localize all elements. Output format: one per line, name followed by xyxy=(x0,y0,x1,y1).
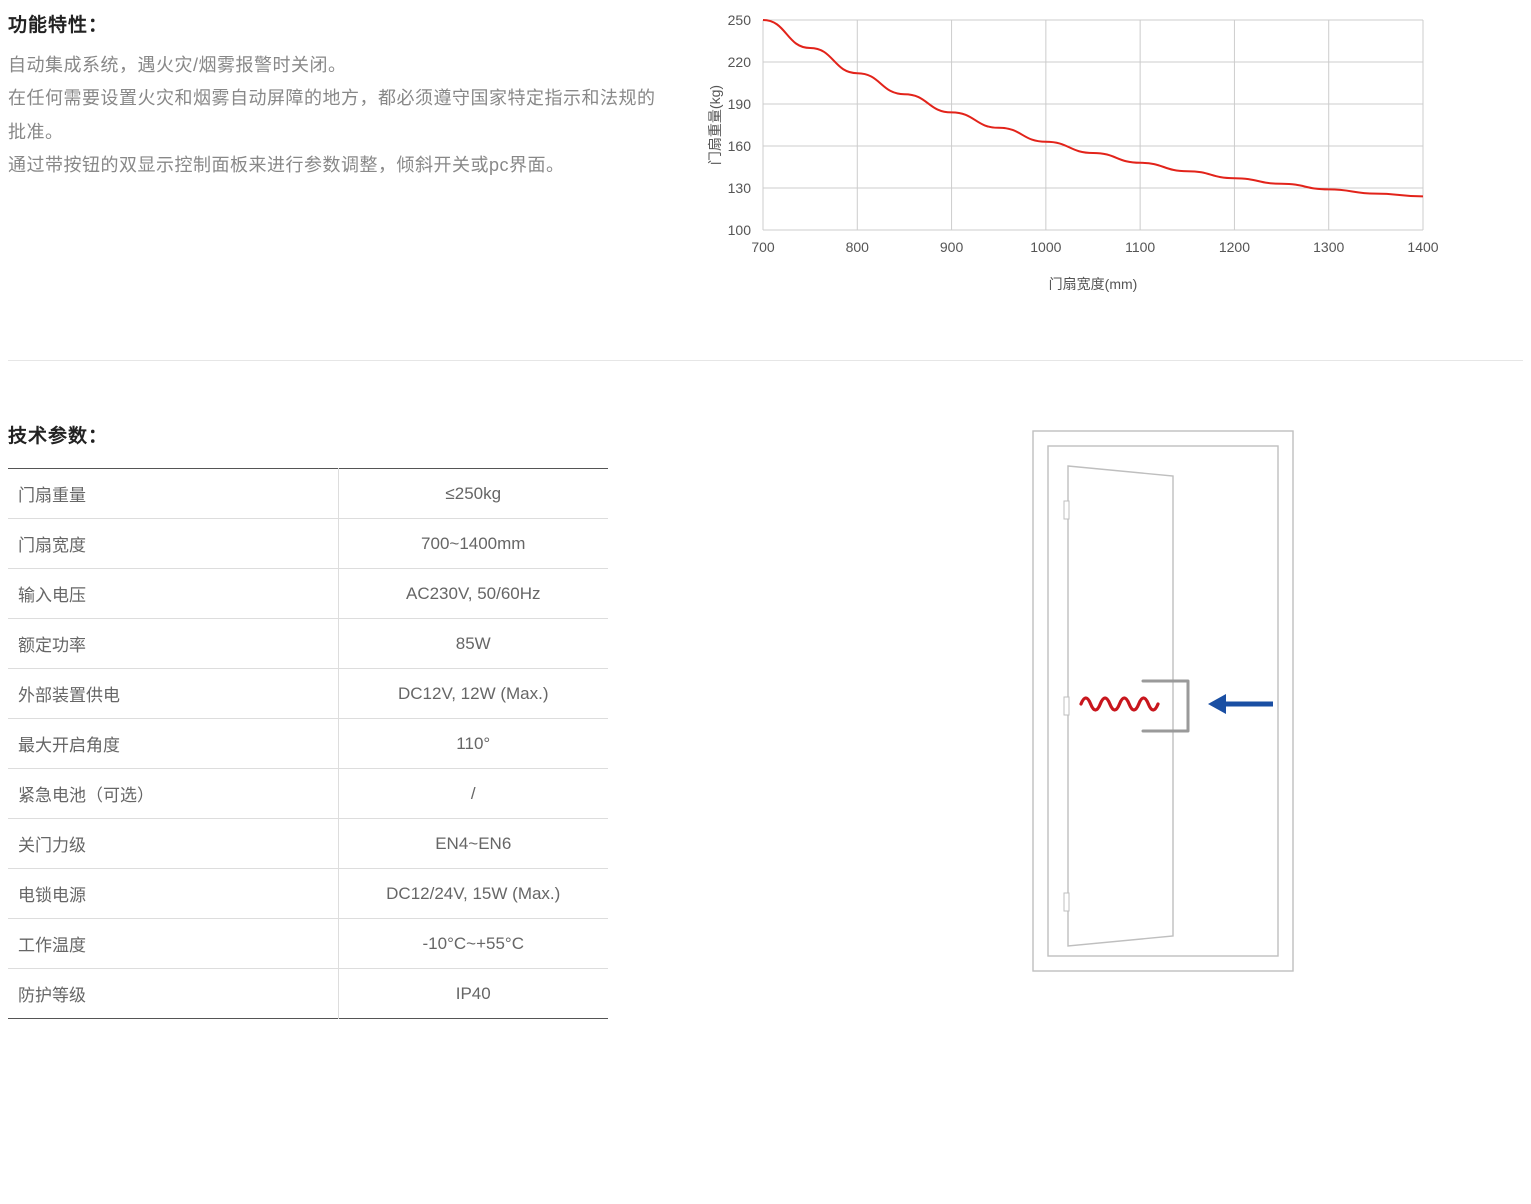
spec-value: 110° xyxy=(338,719,608,769)
table-row: 门扇宽度700~1400mm xyxy=(8,519,608,569)
door-svg xyxy=(1013,421,1313,981)
spec-value: DC12V, 12W (Max.) xyxy=(338,669,608,719)
spec-value: IP40 xyxy=(338,969,608,1019)
chart-y-axis-label: 门扇重量(kg) xyxy=(705,85,725,165)
spec-label: 关门力级 xyxy=(8,819,338,869)
svg-text:1000: 1000 xyxy=(1030,239,1061,255)
specs-table: 门扇重量≤250kg门扇宽度700~1400mm输入电压AC230V, 50/6… xyxy=(8,468,608,1019)
svg-text:1200: 1200 xyxy=(1219,239,1250,255)
spec-value: AC230V, 50/60Hz xyxy=(338,569,608,619)
svg-text:190: 190 xyxy=(728,96,752,112)
features-block: 功能特性： 自动集成系统，遇火灾/烟雾报警时关闭。在任何需要设置火灾和烟雾自动屏… xyxy=(8,10,668,182)
svg-text:800: 800 xyxy=(846,239,870,255)
weight-width-chart: 100 130 160 190 220 250 700 800 900 1000 1100 1200 1… xyxy=(713,10,1473,310)
spec-label: 紧急电池（可选） xyxy=(8,769,338,819)
chart-svg: 100 130 160 190 220 250 700 800 900 1000 1100 1200 1… xyxy=(713,10,1473,270)
svg-text:130: 130 xyxy=(728,180,752,196)
section-divider xyxy=(8,360,1523,361)
spec-label: 门扇重量 xyxy=(8,469,338,519)
svg-text:100: 100 xyxy=(728,222,752,238)
spec-label: 电锁电源 xyxy=(8,869,338,919)
spec-label: 工作温度 xyxy=(8,919,338,969)
svg-text:1300: 1300 xyxy=(1313,239,1344,255)
svg-text:700: 700 xyxy=(751,239,775,255)
table-row: 最大开启角度110° xyxy=(8,719,608,769)
chart-x-axis-label: 门扇宽度(mm) xyxy=(763,268,1423,294)
spec-label: 防护等级 xyxy=(8,969,338,1019)
table-row: 外部装置供电DC12V, 12W (Max.) xyxy=(8,669,608,719)
spec-label: 外部装置供电 xyxy=(8,669,338,719)
spec-value: / xyxy=(338,769,608,819)
spec-value: ≤250kg xyxy=(338,469,608,519)
features-text: 自动集成系统，遇火灾/烟雾报警时关闭。在任何需要设置火灾和烟雾自动屏障的地方，都… xyxy=(8,49,668,182)
table-row: 工作温度-10°C~+55°C xyxy=(8,919,608,969)
svg-text:1100: 1100 xyxy=(1125,239,1155,255)
table-row: 紧急电池（可选）/ xyxy=(8,769,608,819)
table-row: 门扇重量≤250kg xyxy=(8,469,608,519)
spec-value: 85W xyxy=(338,619,608,669)
table-row: 电锁电源DC12/24V, 15W (Max.) xyxy=(8,869,608,919)
spec-value: DC12/24V, 15W (Max.) xyxy=(338,869,608,919)
table-row: 关门力级EN4~EN6 xyxy=(8,819,608,869)
svg-text:220: 220 xyxy=(728,54,752,70)
spec-label: 最大开启角度 xyxy=(8,719,338,769)
spec-value: EN4~EN6 xyxy=(338,819,608,869)
door-diagram xyxy=(1013,421,1353,986)
table-row: 额定功率85W xyxy=(8,619,608,669)
spec-value: -10°C~+55°C xyxy=(338,919,608,969)
svg-text:1400: 1400 xyxy=(1407,239,1438,255)
svg-text:900: 900 xyxy=(940,239,964,255)
spec-label: 额定功率 xyxy=(8,619,338,669)
svg-text:250: 250 xyxy=(728,12,752,28)
specs-title: 技术参数： xyxy=(8,421,608,448)
table-row: 防护等级IP40 xyxy=(8,969,608,1019)
svg-text:160: 160 xyxy=(728,138,752,154)
spec-label: 门扇宽度 xyxy=(8,519,338,569)
spec-value: 700~1400mm xyxy=(338,519,608,569)
table-row: 输入电压AC230V, 50/60Hz xyxy=(8,569,608,619)
features-title: 功能特性： xyxy=(8,10,668,37)
spec-label: 输入电压 xyxy=(8,569,338,619)
specs-block: 技术参数： 门扇重量≤250kg门扇宽度700~1400mm输入电压AC230V… xyxy=(8,421,608,1019)
